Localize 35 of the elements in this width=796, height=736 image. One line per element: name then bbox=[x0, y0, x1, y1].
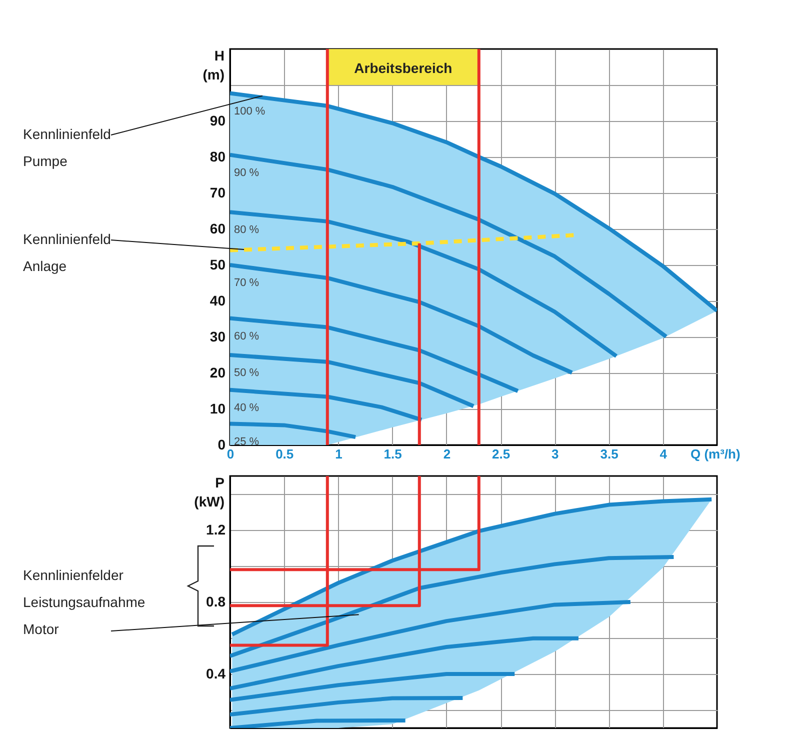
x-tick-label: 4 bbox=[660, 446, 668, 462]
x-tick-label: 1 bbox=[335, 446, 342, 462]
y-tick-label: 80 bbox=[210, 148, 226, 164]
y-axis-title: P (kW) bbox=[194, 474, 224, 510]
y-tick-label: 70 bbox=[210, 184, 226, 200]
series-label: 100 % bbox=[234, 105, 266, 118]
y-axis-title: H (m) bbox=[202, 48, 224, 82]
x-axis-title: Q (m³/h) bbox=[690, 446, 740, 462]
series-label: 50 % bbox=[234, 367, 260, 379]
y-tick-label: 40 bbox=[210, 292, 226, 308]
series-label: 90 % bbox=[234, 166, 260, 179]
annotation: Kennlinienfelder Leistungsaufnahme Motor bbox=[23, 567, 146, 637]
y-tick-label: 60 bbox=[210, 220, 226, 236]
annotation: Kennlinienfeld Pumpe bbox=[23, 126, 111, 169]
x-tick-label: 3 bbox=[552, 446, 559, 462]
y-tick-label: 30 bbox=[210, 328, 226, 344]
y-tick-label: 0.8 bbox=[206, 594, 226, 610]
series-label: 40 % bbox=[234, 402, 260, 414]
x-tick-label: 1.5 bbox=[384, 446, 402, 462]
x-tick-label: 3.5 bbox=[600, 446, 618, 462]
y-tick-label: 0.4 bbox=[206, 666, 226, 682]
series-label: 60 % bbox=[234, 330, 260, 342]
y-tick-label: 90 bbox=[210, 112, 226, 128]
y-tick-label: 10 bbox=[210, 400, 226, 416]
series-label: 25 % bbox=[234, 436, 260, 448]
annotation: Kennlinienfeld Anlage bbox=[23, 231, 111, 274]
x-tick-label: 2.5 bbox=[492, 446, 510, 462]
x-tick-label: 0.5 bbox=[276, 446, 294, 462]
series-label: 80 % bbox=[234, 224, 260, 236]
series-label: 70 % bbox=[234, 277, 260, 289]
y-tick-label: 1.2 bbox=[206, 522, 226, 538]
band-label: Arbeitsbereich bbox=[354, 60, 452, 76]
y-tick-label: 50 bbox=[210, 256, 226, 272]
y-tick-label: 20 bbox=[210, 364, 226, 380]
x-tick-label: 2 bbox=[443, 446, 451, 462]
